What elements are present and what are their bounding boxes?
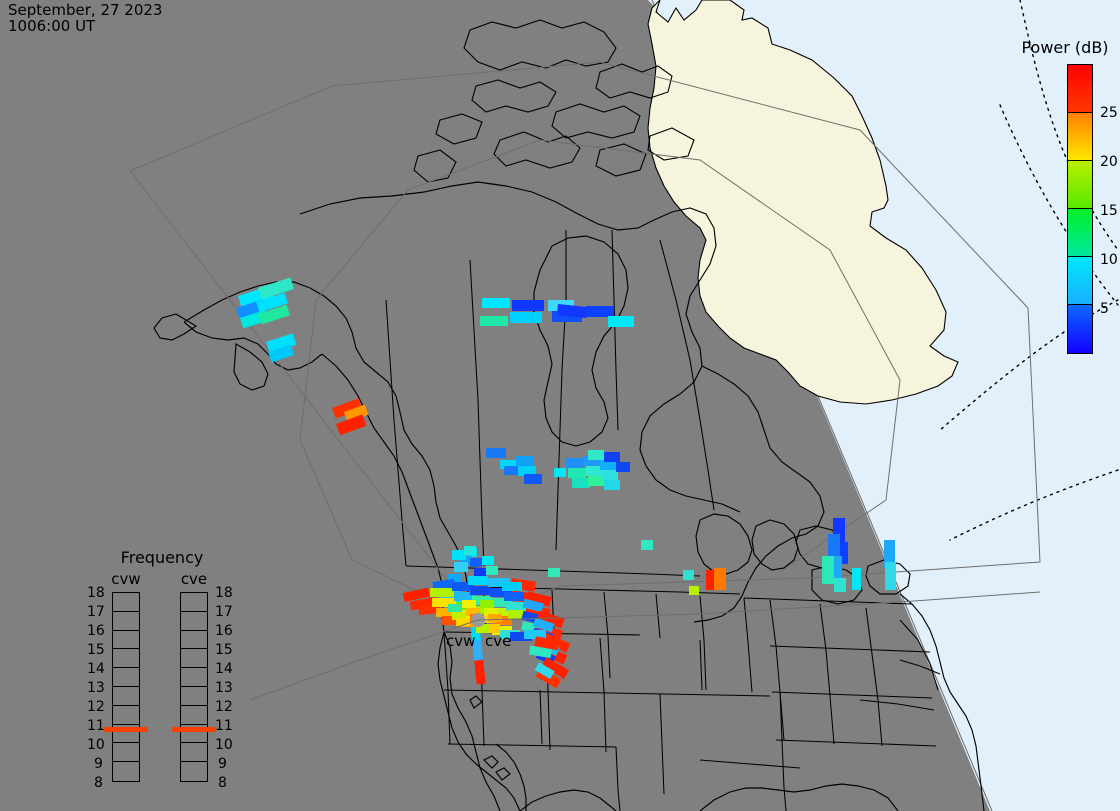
frequency-column-cvw-label: cvw	[111, 570, 141, 588]
freq-tick-left-13: 13	[87, 680, 105, 696]
freq-tick-right-15: 15	[215, 642, 233, 658]
station-label-cvw: cvw	[446, 632, 476, 650]
frequency-legend: Frequency cvw cve 18 17 16 15 14 13	[84, 548, 240, 790]
freq-tick-left-10: 10	[87, 737, 105, 753]
freq-tick-right-16: 16	[215, 623, 233, 639]
power-legend: Power (dB) 25 20 15 10 5	[1010, 38, 1120, 368]
freq-tick-right-11: 11	[215, 718, 233, 734]
frequency-marker-cve	[172, 727, 216, 732]
station-label-cve: cve	[485, 632, 512, 650]
power-tick-25: 25	[1100, 105, 1118, 121]
coastlines	[153, 181, 985, 811]
power-tick-15: 15	[1100, 203, 1118, 219]
freq-tick-left-16: 16	[87, 623, 105, 639]
freq-tick-right-14: 14	[215, 661, 233, 677]
freq-tick-right-13: 13	[215, 680, 233, 696]
political-borders	[385, 229, 941, 811]
timestamp: September, 27 2023 1006:00 UT	[8, 1, 163, 35]
power-segment-2	[1068, 257, 1092, 305]
freq-tick-left-17: 17	[87, 604, 105, 620]
freq-tick-left-9: 9	[94, 756, 103, 772]
power-tick-20: 20	[1100, 154, 1118, 170]
freq-tick-right-17: 17	[215, 604, 233, 620]
freq-tick-left-18: 18	[87, 585, 105, 601]
freq-tick-right-8: 8	[218, 775, 227, 791]
freq-tick-right-18: 18	[215, 585, 233, 601]
freq-tick-right-12: 12	[215, 699, 233, 715]
frequency-marker-cvw	[104, 727, 148, 732]
freq-tick-right-9: 9	[218, 756, 227, 772]
freq-tick-left-15: 15	[87, 642, 105, 658]
radar-fov-outline	[129, 61, 1041, 621]
freq-tick-right-10: 10	[215, 737, 233, 753]
frequency-scale-cve	[180, 592, 208, 782]
power-segment-4	[1068, 161, 1092, 209]
freq-tick-left-12: 12	[87, 699, 105, 715]
frequency-column-cve-label: cve	[180, 570, 208, 588]
power-segment-5	[1068, 113, 1092, 161]
power-colorbar	[1067, 64, 1093, 354]
power-tick-10: 10	[1100, 252, 1118, 268]
arctic-islands	[413, 19, 695, 183]
power-segment-1	[1068, 305, 1092, 353]
power-legend-title: Power (dB)	[1021, 38, 1109, 57]
power-segment-6	[1068, 65, 1092, 113]
graticule-dotted	[939, 0, 1119, 541]
power-tick-5: 5	[1100, 301, 1109, 317]
freq-tick-left-14: 14	[87, 661, 105, 677]
freq-tick-left-8: 8	[94, 775, 103, 791]
greenland-landmass	[647, 0, 959, 405]
power-segment-3	[1068, 209, 1092, 257]
freq-tick-left-11: 11	[87, 718, 105, 734]
frequency-legend-title: Frequency	[120, 548, 204, 567]
frequency-scale-cvw	[112, 592, 140, 782]
fov-ground-line	[249, 591, 1041, 701]
